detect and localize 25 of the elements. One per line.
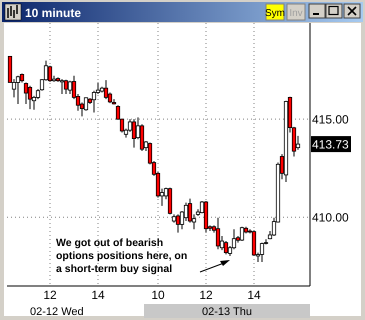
x-tick-label: 12 [199,288,213,302]
text: Sym [265,8,285,19]
candlestick [68,80,72,95]
text: 413.73 [312,137,350,152]
x-tick-label: 14 [247,288,261,302]
y-tick-label: 415.00 [312,112,350,126]
candlestick [176,214,180,234]
x-tick-label: 12 [43,288,57,302]
candlestick [260,242,264,263]
text: 02-13 Thu [202,306,252,318]
candlestick [104,80,108,100]
text: 02-12 Wed [30,306,84,318]
y-tick-label: 410.00 [312,210,350,225]
candlestick [132,118,136,148]
candlestick [16,75,20,105]
x-tick-label: 10 [151,288,165,302]
x-tick-label: 14 [91,288,105,302]
chart-title: 10 minute [25,6,82,20]
candlestick [60,78,64,95]
candlestick [240,226,244,242]
annotation: We got out of bearish options positions here, on a short-term buy signal [56,237,188,275]
candlestick [64,79,68,95]
candlestick [24,82,28,105]
candlestick [28,85,32,110]
candlestick [216,217,220,250]
